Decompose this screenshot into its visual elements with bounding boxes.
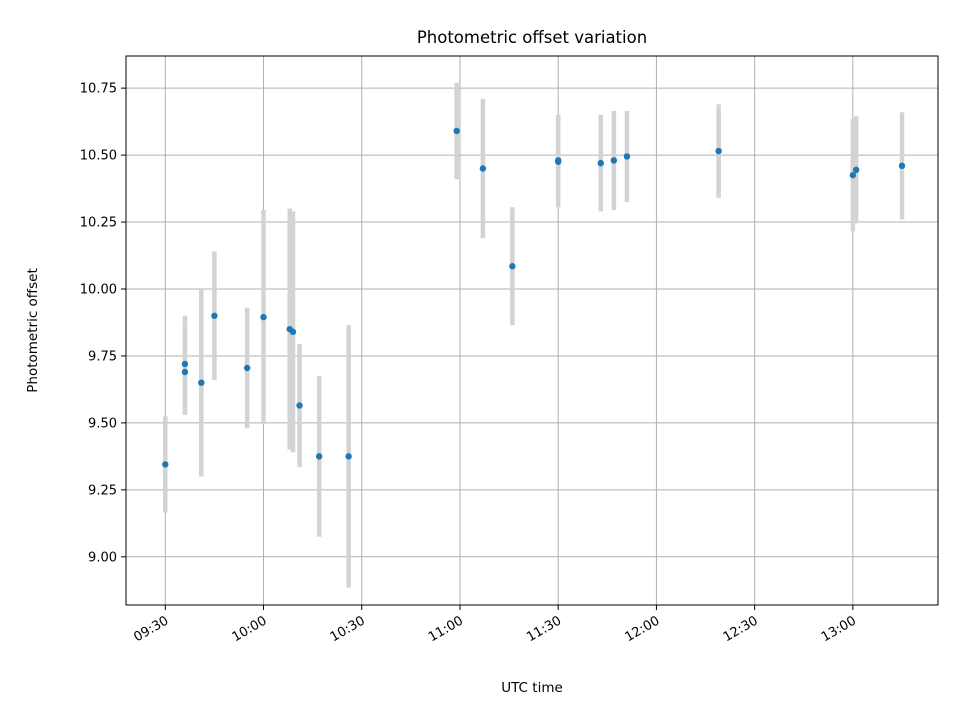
errorbar-layer bbox=[163, 82, 905, 588]
x-tick-label: 13:00 bbox=[819, 613, 859, 645]
data-point bbox=[849, 171, 857, 179]
data-point bbox=[597, 159, 604, 167]
x-tick-label: 12:30 bbox=[721, 613, 761, 645]
data-point bbox=[181, 360, 189, 368]
chart-title: Photometric offset variation bbox=[417, 28, 647, 47]
point-layer bbox=[162, 127, 906, 468]
data-point bbox=[509, 263, 516, 270]
data-point bbox=[260, 313, 267, 321]
y-tick-label: 10.00 bbox=[80, 282, 117, 297]
data-point bbox=[715, 147, 722, 155]
y-tick-label: 10.75 bbox=[80, 82, 117, 97]
y-tick-label: 9.50 bbox=[88, 416, 117, 431]
x-tick-label: 10:00 bbox=[230, 613, 270, 645]
data-point bbox=[211, 312, 218, 319]
x-tick-label: 11:00 bbox=[426, 613, 466, 645]
y-tick-label: 10.50 bbox=[80, 149, 117, 164]
data-point bbox=[623, 153, 631, 160]
x-tick-label: 09:30 bbox=[131, 613, 171, 645]
y-axis-label: Photometric offset bbox=[25, 268, 41, 392]
y-axis: 9.00 9.25 9.50 9.75 10.00 10.25 10.50 10.75 bbox=[80, 82, 126, 565]
data-point bbox=[898, 162, 906, 169]
data-point bbox=[296, 402, 303, 409]
data-point bbox=[289, 328, 297, 336]
data-point bbox=[345, 453, 352, 460]
y-tick-label: 9.00 bbox=[88, 550, 117, 565]
y-tick-label: 9.25 bbox=[88, 483, 117, 498]
data-point bbox=[852, 166, 860, 174]
data-point bbox=[243, 364, 251, 372]
data-point bbox=[479, 165, 487, 172]
data-point bbox=[554, 157, 562, 164]
x-tick-label: 11:30 bbox=[524, 613, 564, 645]
data-point bbox=[198, 379, 205, 386]
data-point bbox=[315, 453, 323, 460]
x-tick-label: 10:30 bbox=[328, 613, 368, 645]
y-tick-label: 10.25 bbox=[80, 216, 117, 231]
x-axis-label: UTC time bbox=[501, 680, 563, 696]
y-tick-label: 9.75 bbox=[88, 349, 117, 364]
data-point bbox=[181, 368, 189, 376]
plot-frame bbox=[125, 55, 939, 606]
x-axis: 09:30 10:00 10:30 11:00 11:30 12:00 12:30 13:00 bbox=[131, 605, 859, 645]
x-tick-label: 12:00 bbox=[622, 613, 662, 645]
data-point bbox=[610, 157, 618, 164]
data-point bbox=[162, 461, 169, 468]
data-point bbox=[453, 127, 460, 135]
